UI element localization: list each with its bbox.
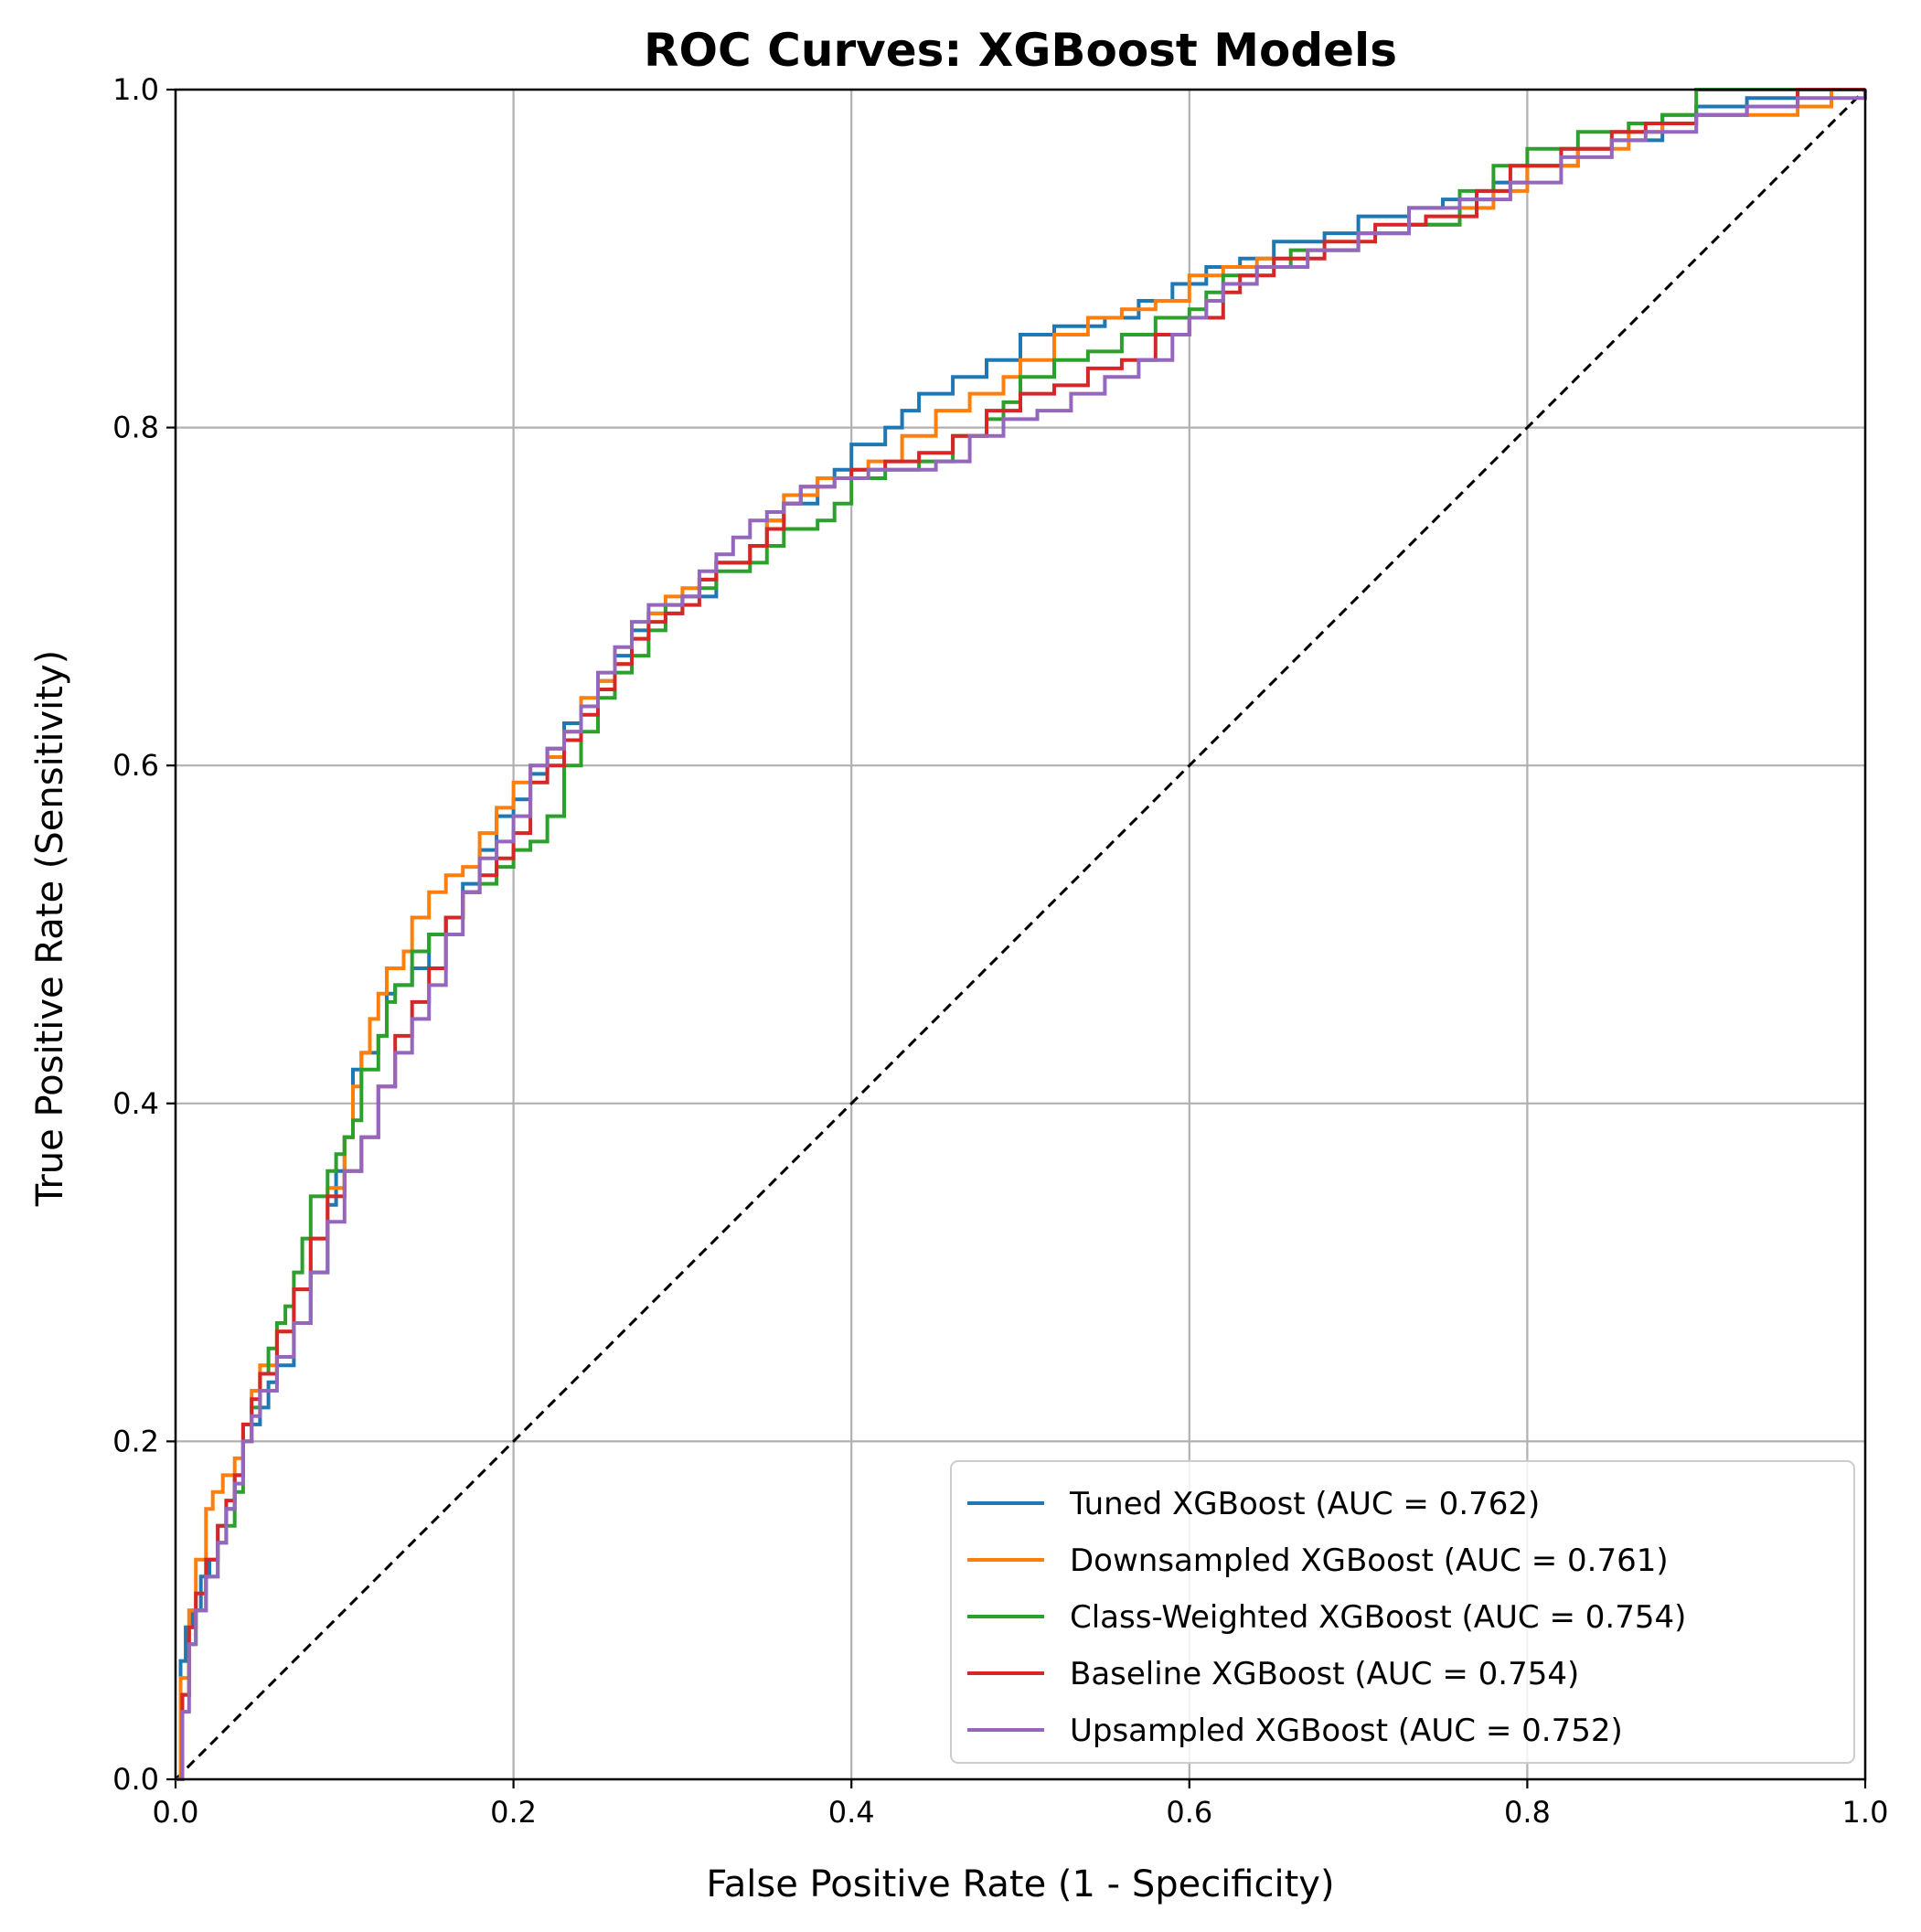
y-axis-ticks: 0.0 0.2 0.4 0.6 0.8 1.0 bbox=[112, 72, 176, 1797]
y-tick-label: 0.4 bbox=[112, 1086, 159, 1121]
legend-label: Class-Weighted XGBoost (AUC = 0.754) bbox=[1070, 1599, 1686, 1636]
chart-title: ROC Curves: XGBoost Models bbox=[644, 24, 1397, 77]
legend: Tuned XGBoost (AUC = 0.762) Downsampled X… bbox=[950, 1460, 1855, 1764]
x-tick-label: 0.2 bbox=[490, 1795, 537, 1830]
x-tick-label: 1.0 bbox=[1842, 1795, 1889, 1830]
x-tick-label: 0.4 bbox=[828, 1795, 875, 1830]
x-tick-label: 0.6 bbox=[1166, 1795, 1212, 1830]
y-axis-label: True Positive Rate (Sensitivity) bbox=[29, 650, 71, 1207]
series-line-4 bbox=[176, 88, 1865, 1781]
x-axis-ticks: 0.0 0.2 0.4 0.6 0.8 1.0 bbox=[153, 1779, 1889, 1830]
y-tick-label: 0.6 bbox=[112, 748, 159, 783]
y-tick-label: 0.2 bbox=[112, 1424, 159, 1458]
chance-diagonal-line bbox=[174, 88, 1867, 1781]
x-tick-label: 0.8 bbox=[1504, 1795, 1551, 1830]
y-tick-label: 0.8 bbox=[112, 411, 159, 445]
legend-label: Baseline XGBoost (AUC = 0.754) bbox=[1070, 1656, 1579, 1692]
grid bbox=[174, 88, 1867, 1781]
plot-frame bbox=[174, 88, 1867, 1781]
legend-label: Upsampled XGBoost (AUC = 0.752) bbox=[1070, 1713, 1623, 1749]
y-tick-label: 0.0 bbox=[112, 1762, 159, 1797]
legend-box bbox=[950, 1460, 1855, 1764]
x-tick-label: 0.0 bbox=[153, 1795, 199, 1830]
y-tick-label: 1.0 bbox=[112, 72, 159, 107]
legend-label: Downsampled XGBoost (AUC = 0.761) bbox=[1070, 1542, 1669, 1579]
x-axis-label: False Positive Rate (1 - Specificity) bbox=[706, 1863, 1334, 1905]
series-line-5 bbox=[176, 90, 1867, 1781]
legend-label: Tuned XGBoost (AUC = 0.762) bbox=[1069, 1486, 1540, 1522]
series-lines bbox=[176, 88, 1867, 1781]
